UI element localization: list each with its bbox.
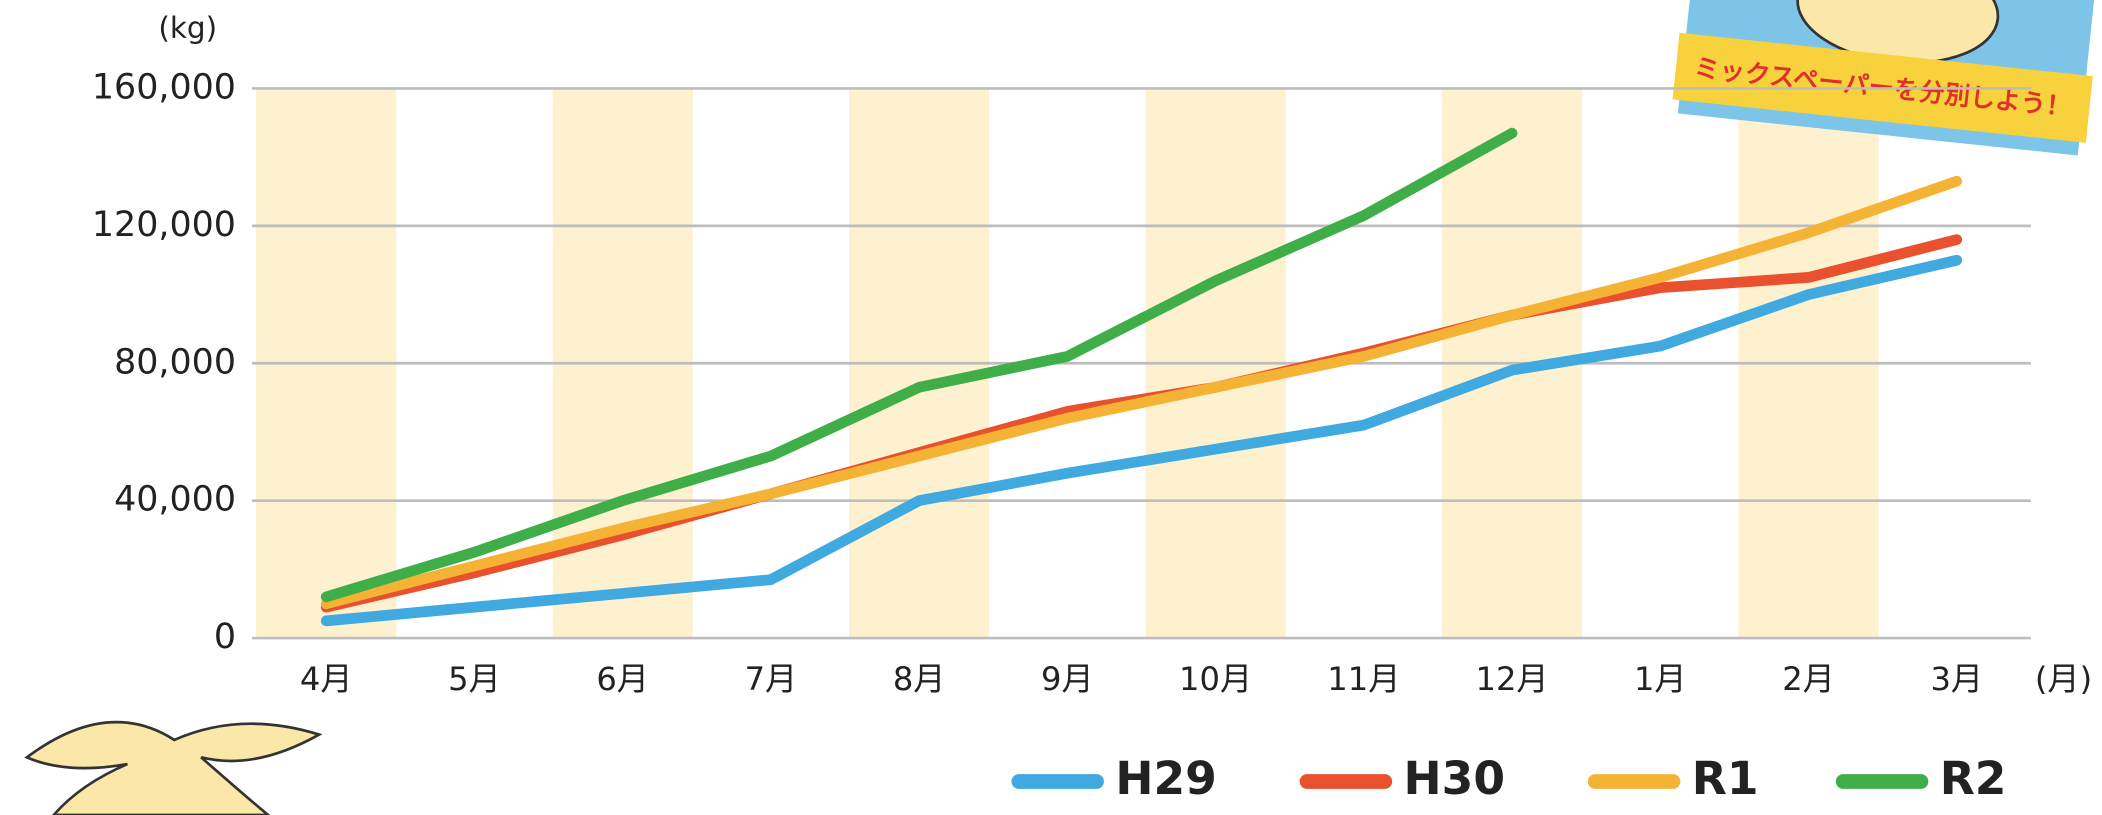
y-unit-label: (kg) bbox=[158, 11, 217, 45]
x-tick-label: 12月 bbox=[1476, 660, 1549, 698]
y-tick-label: 160,000 bbox=[92, 67, 236, 107]
x-tick-label: 1月 bbox=[1634, 660, 1687, 698]
y-tick-label: 80,000 bbox=[114, 342, 236, 382]
x-tick-label: 9月 bbox=[1041, 660, 1094, 698]
x-tick-label: 6月 bbox=[596, 660, 649, 698]
y-tick-label: 0 bbox=[214, 617, 236, 657]
legend-label: H29 bbox=[1115, 752, 1217, 805]
mascot-bag-shape bbox=[27, 722, 319, 815]
x-tick-label: 3月 bbox=[1930, 660, 1983, 698]
y-tick-label: 40,000 bbox=[114, 480, 236, 520]
x-tick-label: 2月 bbox=[1782, 660, 1835, 698]
legend-label: R2 bbox=[1940, 752, 2007, 805]
legend-label: H30 bbox=[1404, 752, 1506, 805]
mascot-sign: ミックスペーパーを分別しよう！ bbox=[1671, 0, 2102, 156]
x-tick-label: 5月 bbox=[448, 660, 501, 698]
x-tick-label: 11月 bbox=[1327, 660, 1400, 698]
x-tick-label: 8月 bbox=[893, 660, 946, 698]
x-unit-label: (月) bbox=[2035, 660, 2092, 698]
x-tick-label: 7月 bbox=[745, 660, 798, 698]
legend-label: R1 bbox=[1692, 752, 1759, 805]
y-tick-label: 120,000 bbox=[92, 205, 236, 245]
mascot-bag bbox=[27, 722, 319, 815]
x-tick-label: 10月 bbox=[1179, 660, 1252, 698]
x-tick-label: 4月 bbox=[300, 660, 353, 698]
chart: ミックスペーパーを分別しよう！ 0 40,000 80,000 120,000 160,… bbox=[0, 0, 2102, 815]
